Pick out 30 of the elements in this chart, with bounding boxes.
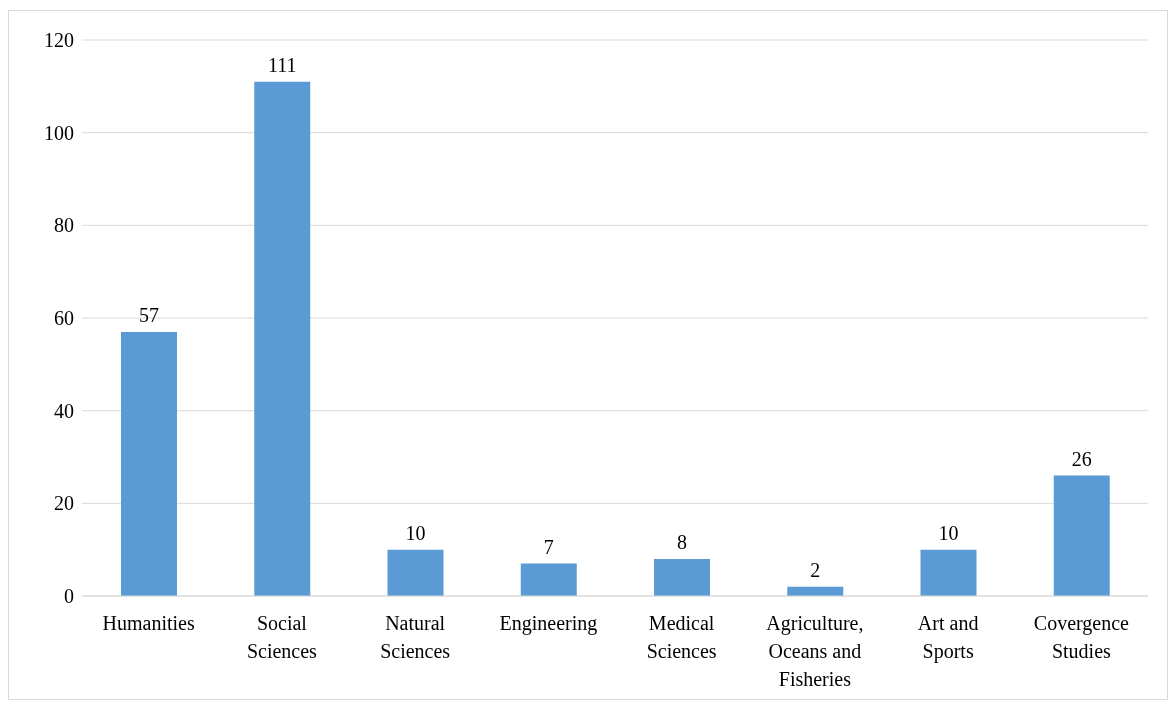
y-tick-label: 0 [64,585,74,608]
x-tick-label: Social Sciences [246,612,318,662]
data-label: 10 [405,521,426,544]
y-tick-label: 60 [54,307,74,330]
bar [920,549,977,596]
bar [520,563,577,596]
y-tick-label: 80 [54,214,74,237]
bar [654,558,710,596]
x-tick-label: Covergence Studies [1033,612,1130,662]
bar [1053,475,1110,596]
data-label: 7 [543,535,554,558]
y-tick-label: 40 [54,399,74,422]
x-tick-label: Natural Sciences [380,612,451,662]
x-tick-label: Art and Sports [917,612,979,663]
y-tick-label: 20 [54,492,74,515]
data-label: 57 [139,303,159,326]
data-label: 111 [267,53,297,76]
bar [121,331,177,596]
data-label: 8 [677,530,687,553]
bar [254,81,311,596]
y-tick-label: 100 [44,121,74,144]
data-label: 26 [1071,447,1092,470]
bar [387,549,444,596]
x-tick-label: Engineering [499,612,598,635]
x-tick-label: Medical Sciences [646,612,717,662]
x-tick-label: Agriculture, Oceans and Fisheries [766,612,864,690]
x-tick-label: Humanities [102,612,195,634]
y-tick-label: 120 [44,29,74,52]
data-label: 2 [810,558,821,581]
data-label: 10 [938,521,959,544]
